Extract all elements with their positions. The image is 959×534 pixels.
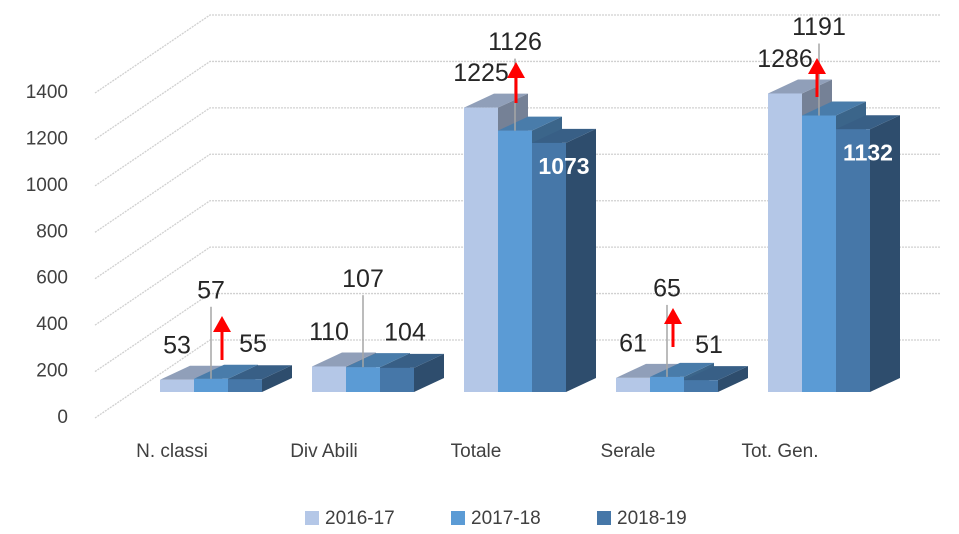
bar-front: [768, 93, 802, 392]
legend-label: 2017-18: [471, 508, 541, 529]
bar-side: [870, 115, 900, 392]
bar-front: [532, 142, 566, 392]
bar-front: [836, 129, 870, 392]
bar: [836, 115, 900, 392]
value-label: 104: [384, 318, 426, 346]
grid-line: [94, 60, 940, 140]
value-label: 65: [653, 275, 681, 303]
x-tick-label: N. classi: [136, 441, 208, 462]
bar-top: [532, 128, 596, 143]
legend-swatch: [305, 511, 319, 525]
bar-front: [650, 376, 684, 392]
bar-front: [312, 366, 346, 392]
value-label: 110: [309, 318, 349, 346]
legend-swatch: [597, 511, 611, 525]
value-label: 51: [695, 331, 723, 359]
bar-top: [684, 366, 748, 381]
bar-top: [312, 352, 376, 367]
grid-line: [94, 200, 940, 280]
arrows: [213, 58, 826, 360]
x-tick-label: Div Abili: [290, 441, 358, 462]
arrow-head: [808, 58, 826, 74]
value-label: 53: [163, 331, 191, 359]
bar-top: [650, 362, 714, 377]
bar-top: [802, 101, 866, 116]
bar-top: [380, 353, 444, 368]
bar-side: [718, 366, 748, 392]
x-tick-label: Tot. Gen.: [741, 441, 818, 462]
bar: [684, 366, 748, 392]
bar-top: [160, 365, 224, 380]
bar-top: [498, 116, 562, 131]
bar-side: [414, 353, 444, 392]
bar-front: [346, 367, 380, 392]
bar-front: [160, 379, 194, 392]
bar-front: [802, 115, 836, 393]
value-label: 1286: [757, 45, 813, 73]
grid-line: [94, 14, 940, 94]
grid-line: [94, 246, 940, 326]
arrow-head: [664, 308, 682, 324]
bar-top: [228, 365, 292, 380]
value-label: 57: [197, 276, 225, 304]
value-label: 1073: [538, 153, 589, 179]
y-tick-label: 1400: [26, 82, 68, 103]
y-tick-label: 1200: [26, 128, 68, 149]
y-tick-label: 400: [36, 314, 68, 335]
arrow-head: [507, 62, 525, 78]
value-label: 1225: [453, 59, 509, 87]
value-label: 1191: [792, 13, 846, 41]
x-tick-label: Serale: [601, 441, 656, 462]
y-tick-label: 0: [57, 407, 68, 428]
arrow-head: [213, 316, 231, 332]
bar-top: [346, 353, 410, 368]
bar: [228, 365, 292, 392]
x-tick-label: Totale: [451, 441, 502, 462]
bar-top: [836, 115, 900, 130]
value-label: 107: [342, 265, 384, 293]
value-label: 55: [239, 330, 267, 358]
bar: [532, 128, 596, 393]
grid-line: [94, 292, 940, 373]
bar-side: [566, 128, 596, 393]
bar-front: [498, 130, 532, 392]
grid-line: [94, 153, 940, 233]
legend-label: 2016-17: [325, 508, 395, 529]
bar-front: [684, 380, 718, 392]
bar-front: [194, 378, 228, 392]
bar-top: [194, 364, 258, 379]
bar-top: [616, 363, 680, 378]
bar-front: [464, 107, 498, 392]
bar-front: [616, 377, 650, 392]
bar-top: [464, 93, 528, 108]
bar: [380, 353, 444, 392]
legend-swatch: [451, 511, 465, 525]
bar-front: [380, 367, 414, 392]
y-tick-label: 1000: [26, 175, 68, 196]
grid-line: [94, 339, 940, 419]
bar-front: [228, 379, 262, 392]
value-label: 1126: [488, 28, 542, 56]
y-tick-label: 600: [36, 268, 68, 289]
legend-label: 2018-19: [617, 508, 687, 529]
value-label: 61: [619, 329, 647, 357]
bar-side: [262, 365, 292, 392]
grid-line: [94, 107, 940, 187]
y-tick-label: 200: [36, 361, 68, 382]
value-label: 1132: [843, 139, 893, 165]
y-tick-label: 800: [36, 221, 68, 242]
